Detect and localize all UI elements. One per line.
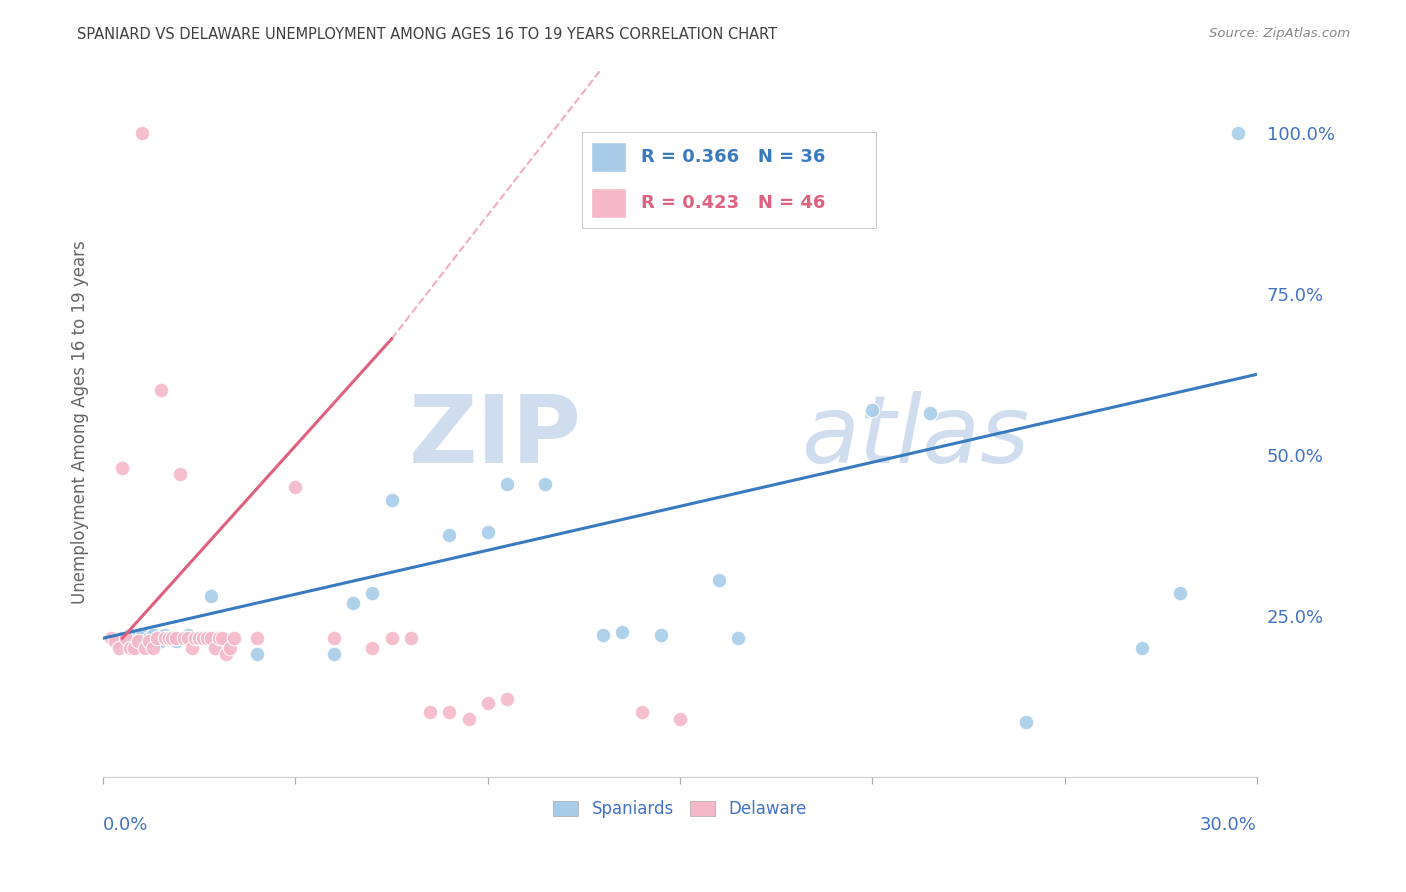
Point: [118, 628, 141, 642]
Point: [153, 631, 176, 645]
Point: [142, 640, 165, 655]
Point: [138, 634, 160, 648]
Point: [191, 631, 214, 645]
Point: [211, 631, 233, 645]
Point: [630, 705, 652, 719]
Point: [131, 126, 153, 140]
Point: [342, 596, 364, 610]
Point: [188, 631, 211, 645]
Text: 30.0%: 30.0%: [1201, 815, 1257, 833]
Point: [860, 402, 883, 417]
Point: [477, 524, 499, 539]
Point: [284, 480, 307, 494]
Point: [669, 712, 692, 726]
Point: [165, 631, 187, 645]
Point: [169, 467, 191, 481]
Point: [188, 631, 211, 645]
Point: [149, 384, 172, 398]
Point: [650, 628, 672, 642]
Point: [215, 648, 238, 662]
Point: [322, 648, 344, 662]
Point: [200, 631, 222, 645]
Point: [149, 634, 172, 648]
Point: [219, 640, 242, 655]
Point: [222, 631, 245, 645]
Point: [361, 586, 384, 600]
Point: [122, 631, 145, 645]
Text: SPANIARD VS DELAWARE UNEMPLOYMENT AMONG AGES 16 TO 19 YEARS CORRELATION CHART: SPANIARD VS DELAWARE UNEMPLOYMENT AMONG …: [77, 27, 778, 42]
Point: [104, 634, 127, 648]
Point: [100, 631, 122, 645]
Point: [131, 628, 153, 642]
Legend: Spaniards, Delaware: Spaniards, Delaware: [547, 794, 814, 825]
Point: [127, 634, 149, 648]
Point: [765, 210, 787, 224]
Point: [1226, 126, 1249, 140]
Point: [381, 631, 404, 645]
Point: [361, 640, 384, 655]
Point: [707, 574, 730, 588]
Point: [592, 628, 614, 642]
Point: [1130, 640, 1153, 655]
Text: Source: ZipAtlas.com: Source: ZipAtlas.com: [1209, 27, 1350, 40]
Point: [496, 476, 519, 491]
Point: [1168, 586, 1191, 600]
Text: ZIP: ZIP: [409, 391, 582, 483]
Point: [439, 705, 461, 719]
Point: [165, 634, 187, 648]
Point: [134, 640, 156, 655]
Point: [246, 648, 269, 662]
Point: [534, 476, 557, 491]
Point: [419, 705, 441, 719]
Text: atlas: atlas: [801, 392, 1029, 483]
Point: [207, 631, 229, 645]
Point: [153, 628, 176, 642]
Point: [399, 631, 422, 645]
Point: [439, 528, 461, 542]
Point: [122, 640, 145, 655]
Point: [496, 692, 519, 706]
Point: [612, 624, 634, 639]
Point: [477, 696, 499, 710]
Point: [457, 712, 479, 726]
Point: [104, 634, 127, 648]
Point: [177, 631, 200, 645]
Point: [118, 640, 141, 655]
Point: [162, 631, 184, 645]
Point: [173, 631, 195, 645]
Y-axis label: Unemployment Among Ages 16 to 19 years: Unemployment Among Ages 16 to 19 years: [72, 241, 89, 605]
Point: [180, 640, 202, 655]
Point: [200, 590, 222, 604]
Point: [204, 640, 226, 655]
Point: [157, 631, 180, 645]
Point: [322, 631, 344, 645]
Point: [115, 631, 138, 645]
Point: [246, 631, 269, 645]
Point: [177, 628, 200, 642]
Point: [195, 631, 218, 645]
Point: [111, 631, 134, 645]
Point: [146, 631, 169, 645]
Point: [184, 631, 207, 645]
Point: [1015, 714, 1038, 729]
Text: 0.0%: 0.0%: [103, 815, 149, 833]
Point: [111, 460, 134, 475]
Point: [127, 634, 149, 648]
Point: [107, 640, 129, 655]
Point: [138, 631, 160, 645]
Point: [920, 406, 942, 420]
Point: [727, 631, 749, 645]
Point: [381, 492, 404, 507]
Point: [142, 628, 165, 642]
Point: [162, 631, 184, 645]
